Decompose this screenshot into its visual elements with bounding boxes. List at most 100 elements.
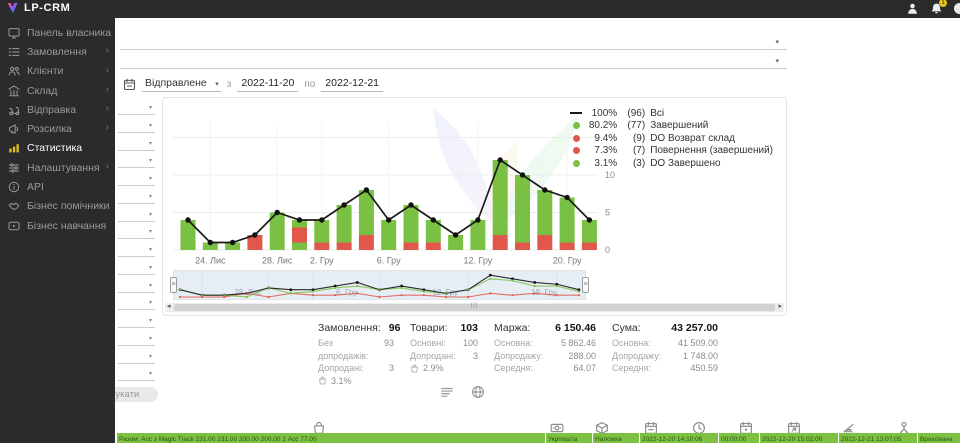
legend-count: (96): [627, 107, 646, 119]
sidebar-item-6[interactable]: Статистика: [0, 139, 115, 158]
globe-view-icon[interactable]: [471, 385, 485, 399]
filter-select-2[interactable]: [120, 53, 787, 69]
minimap-right-handle[interactable]: [582, 277, 589, 293]
legend-item-0[interactable]: 100% (96) Всі: [570, 107, 773, 120]
assistants-icon: [8, 200, 20, 212]
sidebar-item-2[interactable]: Клієнти ›: [0, 62, 115, 81]
profile-icon[interactable]: [906, 2, 919, 15]
mini-filter-select-6[interactable]: [118, 207, 155, 222]
sidebar-item-4[interactable]: Відправка ›: [0, 100, 115, 119]
summary-title: Сума:: [612, 322, 641, 334]
dashboard-icon: [8, 27, 20, 39]
mini-filter-select-14[interactable]: [118, 349, 155, 364]
mini-filter-select-4[interactable]: [118, 171, 155, 186]
totals-cell-4: 00:00:00: [719, 433, 759, 443]
summary-column-2: Маржа: 6 150.46 Основна: 5 862.46 Допродажу:…: [494, 322, 596, 387]
mini-filter-select-15[interactable]: [118, 366, 155, 382]
sidebar-item-8[interactable]: API: [0, 177, 115, 196]
mini-filter-select-10[interactable]: [118, 278, 155, 293]
horizontal-scrollbar[interactable]: [165, 302, 784, 312]
chevron-right-icon: ›: [105, 45, 109, 57]
summary-sub-value: 2.9%: [423, 363, 444, 373]
date-to-input[interactable]: 2022-12-21: [321, 77, 384, 92]
svg-text:6. Гру: 6. Гру: [377, 256, 401, 266]
totals-cell-2: Наложка: [593, 433, 639, 443]
scrollbar-thumb[interactable]: [174, 303, 775, 311]
hierarchy-icon[interactable]: [897, 421, 911, 435]
svg-text:2. Гру: 2. Гру: [310, 256, 334, 266]
chart-legend: 100% (96) Всі 80.2% (77) Завершений 9.4% (9) DO …: [570, 107, 773, 170]
summary-sub-value: 41 509.00: [677, 338, 718, 348]
training-icon: [8, 220, 20, 232]
sidebar-item-0[interactable]: Панель власника: [0, 23, 115, 42]
summary-sub-label: Основні:: [410, 338, 446, 348]
legend-item-4[interactable]: 3.1% (3) DO Завершено: [570, 157, 773, 170]
summary-title: Товари:: [410, 322, 448, 334]
mini-filter-select-3[interactable]: [118, 153, 155, 169]
summary-sub-label: Основна:: [612, 338, 651, 348]
mini-filter-select-9[interactable]: [118, 260, 155, 275]
mini-filter-select-11[interactable]: [118, 295, 155, 311]
sidebar-item-label: Бізнес навчання: [27, 219, 107, 232]
summary-sub-value: 1 748.00: [682, 350, 718, 361]
chevron-right-icon: ›: [105, 64, 109, 76]
money-icon[interactable]: [550, 421, 564, 435]
minimap-left-handle[interactable]: [170, 277, 177, 293]
orders-icon: [8, 46, 20, 58]
sidebar-item-5[interactable]: Розсилка ›: [0, 119, 115, 138]
summary-sub-value: 3: [472, 350, 478, 361]
mini-filter-select-8[interactable]: [118, 242, 155, 257]
summary-column-1: Товари: 103 Основні: 100 Допродані: 3 2.9%: [410, 322, 478, 387]
shipping-icon: [8, 104, 20, 116]
mailing-icon: [8, 123, 20, 135]
totals-table-row: Разом: Асс з Magic Track 231.00 231.00 2…: [117, 433, 960, 443]
legend-label: DO Возврат склад: [650, 132, 735, 144]
mini-filter-select-2[interactable]: [118, 136, 155, 151]
legend-label: Всі: [650, 107, 665, 119]
legend-item-2[interactable]: 9.4% (9) DO Возврат склад: [570, 132, 773, 145]
date-from-input[interactable]: 2022-11-20: [237, 77, 299, 92]
sidebar-item-label: Бізнес помічники: [27, 200, 110, 213]
partial-avatar-icon[interactable]: [954, 3, 960, 14]
date-type-select[interactable]: Відправлене: [142, 77, 221, 92]
mini-filter-select-13[interactable]: [118, 331, 155, 346]
legend-dot-swatch: [572, 147, 580, 155]
sidebar-item-7[interactable]: Налаштування ›: [0, 158, 115, 177]
legend-item-1[interactable]: 80.2% (77) Завершений: [570, 120, 773, 133]
sidebar-item-10[interactable]: Бізнес навчання: [0, 216, 115, 235]
summary-sub-label: Без допродажів:: [318, 338, 369, 361]
summary-value: 6 150.46: [555, 322, 596, 334]
svg-text:6. Гру: 6. Гру: [336, 288, 357, 297]
calendar-icon: [123, 78, 136, 91]
mini-filter-select-7[interactable]: [118, 224, 155, 240]
mini-filter-select-12[interactable]: [118, 313, 155, 328]
sidebar-item-3[interactable]: Склад ›: [0, 81, 115, 100]
sidebar-item-9[interactable]: Бізнес помічники: [0, 197, 115, 216]
svg-text:19. Гру: 19. Гру: [531, 288, 557, 297]
chevron-right-icon: ›: [105, 83, 109, 95]
legend-line-swatch: [570, 112, 583, 115]
legend-count: (9): [632, 132, 646, 144]
filter-select-1[interactable]: [120, 34, 787, 50]
sidebar-item-label: Склад: [27, 84, 58, 97]
svg-text:20. Гру: 20. Гру: [553, 256, 582, 266]
summary-sub-value: 100: [462, 338, 478, 348]
sidebar-item-1[interactable]: Замовлення ›: [0, 42, 115, 61]
list-view-icon[interactable]: [440, 385, 454, 399]
legend-item-3[interactable]: 7.3% (7) Повернення (завершений): [570, 145, 773, 158]
mini-filter-select-5[interactable]: [118, 189, 155, 204]
summary-sub-value: 3: [388, 363, 394, 373]
legend-percent: 7.3%: [594, 145, 618, 157]
legend-dot-swatch: [572, 159, 580, 167]
settings-icon: [8, 162, 20, 174]
notifications-bell-icon[interactable]: 1: [930, 0, 947, 15]
sidebar-item-label: Відправка: [27, 103, 77, 116]
totals-cell-1: Укрпошта: [546, 433, 592, 443]
sidebar-item-label: Замовлення: [27, 45, 87, 58]
legend-dot-swatch: [572, 134, 580, 142]
mini-filter-select-1[interactable]: [118, 118, 155, 133]
summary-sub-label: Середня:: [612, 363, 651, 373]
summary-sub-label: Допродажу:: [494, 350, 544, 361]
mini-filter-select-0[interactable]: [118, 100, 155, 115]
api-icon: [8, 181, 20, 193]
